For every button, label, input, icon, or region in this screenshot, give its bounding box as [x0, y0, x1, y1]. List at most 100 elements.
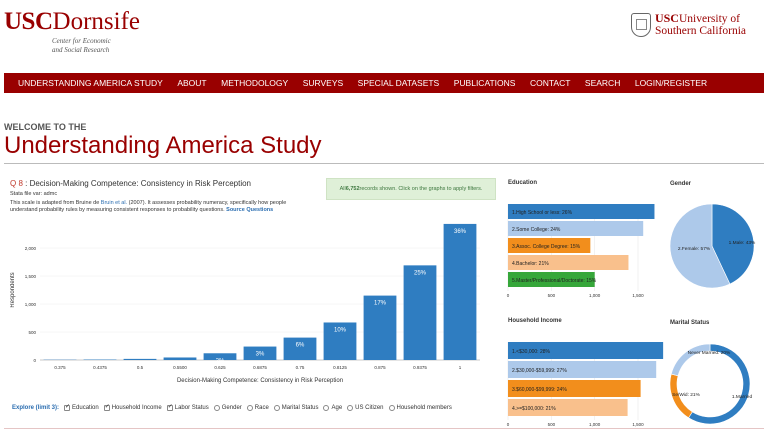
- histogram-bar[interactable]: [363, 295, 397, 360]
- logo-subtitle: Center for Economic and Social Research: [52, 37, 162, 54]
- histogram-bar[interactable]: [163, 357, 197, 360]
- bar-label: 2.Some College: 24%: [512, 227, 561, 233]
- marital-donut[interactable]: 1.Married Never Married: 20% Se/Wid: 21%: [668, 338, 758, 428]
- checkbox[interactable]: [213, 405, 220, 411]
- explore-option-household-members[interactable]: Household members: [388, 405, 452, 411]
- x-tick-label: 1,500: [632, 422, 644, 427]
- income-chart[interactable]: 0 500 1,000 1,500 1.<$30,000: 28% 2.$30,000-$…: [506, 338, 666, 438]
- x-tick-label: 1,000: [589, 422, 601, 427]
- pie-slice[interactable]: [688, 343, 751, 425]
- explore-option-us-citizen[interactable]: US Citizen: [347, 405, 384, 411]
- explore-option-labor-status[interactable]: Labor Status: [166, 403, 209, 411]
- explore-label: Explore (limit 3):: [12, 405, 60, 411]
- histogram-bar[interactable]: [203, 353, 237, 360]
- checkbox[interactable]: [323, 405, 330, 411]
- education-title: Education: [508, 180, 538, 186]
- x-tick-label: 0: [507, 293, 510, 298]
- nav-item-contact[interactable]: CONTACT: [529, 78, 571, 88]
- explore-option-gender[interactable]: Gender: [213, 405, 242, 411]
- education-chart[interactable]: 0 500 1,000 1,500 1.High School or less: 26%…: [506, 200, 666, 300]
- x-tick-label: 0: [507, 422, 510, 427]
- y-tick-label: 1,000: [25, 302, 37, 307]
- histogram-bar[interactable]: [323, 322, 357, 360]
- x-tick-label: 1: [459, 365, 462, 370]
- x-tick-label: 0.875: [374, 365, 386, 370]
- checkbox-label: Household members: [396, 405, 452, 411]
- checkbox[interactable]: [246, 405, 253, 411]
- bar-segment[interactable]: [508, 221, 644, 236]
- bar-data-label: 17%: [374, 301, 387, 307]
- checkbox[interactable]: [103, 403, 110, 411]
- checkbox-label: Education: [72, 405, 99, 411]
- usc-seal-icon: [630, 12, 651, 37]
- pie-slice[interactable]: [711, 203, 755, 285]
- nav-item-login[interactable]: LOGIN/REGISTER: [634, 78, 708, 88]
- y-tick-label: 0: [33, 358, 36, 363]
- explore-option-household-income[interactable]: Household Income: [103, 403, 162, 411]
- histogram-bar[interactable]: [283, 337, 317, 360]
- bar-data-label: 3%: [256, 352, 265, 358]
- main-histogram[interactable]: 0 500 1,000 1,500 2,000 0.375 0.4375 0.5 0.5500 2…: [10, 215, 485, 390]
- univ-of-text: University of: [678, 13, 740, 25]
- pie-label: Never Married: 20%: [688, 350, 731, 356]
- checkbox-label: Labor Status: [174, 405, 209, 411]
- alert-post: records shown. Click on the graphs to ap…: [359, 186, 483, 192]
- dornsife-logo[interactable]: USCDornsife: [4, 8, 140, 36]
- nav-item-search[interactable]: SEARCH: [584, 78, 621, 88]
- checkbox[interactable]: [388, 405, 395, 411]
- checkbox[interactable]: [347, 405, 354, 411]
- bar-segment[interactable]: [508, 204, 655, 219]
- bar-segment[interactable]: [508, 272, 595, 287]
- nav-item-surveys[interactable]: SURVEYS: [302, 78, 344, 88]
- y-tick-label: 2,000: [25, 246, 37, 251]
- histogram-bar[interactable]: [443, 223, 477, 360]
- checkbox-label: Age: [331, 405, 343, 411]
- explore-option-marital-status[interactable]: Marital Status: [273, 405, 318, 411]
- desc-part-a: This scale is adapted from Bruine de: [10, 200, 101, 206]
- histogram-bar[interactable]: [123, 358, 157, 360]
- checkbox-label: US Citizen: [355, 405, 384, 411]
- univ-line1: USCUniversity of: [655, 12, 746, 25]
- question-description: This scale is adapted from Bruine de Bru…: [10, 200, 310, 214]
- explore-option-education[interactable]: Education: [64, 403, 99, 411]
- stata-var: Stata file var: admc: [10, 191, 58, 197]
- univ-line2: Southern California: [654, 25, 746, 37]
- pie-slice[interactable]: [670, 343, 711, 377]
- nav-item-special-datasets[interactable]: SPECIAL DATASETS: [357, 78, 440, 88]
- nav-item-methodology[interactable]: METHODOLOGY: [221, 78, 289, 88]
- bar-data-label: 2%: [216, 358, 225, 364]
- bruin-link[interactable]: Bruin et al.: [100, 200, 128, 206]
- histogram-bar[interactable]: [243, 346, 277, 360]
- bar-segment[interactable]: [508, 255, 629, 270]
- nav-item-uas[interactable]: UNDERSTANDING AMERICA STUDY: [18, 78, 163, 88]
- pie-slice[interactable]: [669, 203, 731, 289]
- checkbox[interactable]: [64, 403, 70, 411]
- pie-label: 2.Female: 57%: [678, 246, 711, 252]
- bar-segment[interactable]: [508, 238, 591, 253]
- logo-dornsife-text: Dornsife: [52, 8, 140, 35]
- usc-university-logo[interactable]: USCUniversity of Southern California: [630, 12, 746, 37]
- explore-option-race[interactable]: Race: [246, 405, 269, 411]
- bar-data-label: 10%: [334, 327, 347, 333]
- nav-item-about[interactable]: ABOUT: [177, 78, 207, 88]
- checkbox[interactable]: [273, 405, 280, 411]
- bar-segment[interactable]: [508, 342, 664, 359]
- desc-part-b: (2007). It assesses probability numeracy…: [10, 200, 287, 213]
- histogram-bar[interactable]: [403, 265, 437, 360]
- explore-filters: Explore (limit 3): Education Household In…: [12, 403, 452, 411]
- x-tick-label: 0.75: [296, 365, 305, 370]
- explore-option-age[interactable]: Age: [323, 405, 342, 411]
- bar-segment[interactable]: [508, 399, 628, 416]
- source-questions-link[interactable]: Source Questions: [226, 207, 274, 213]
- page-title: Understanding America Study: [4, 132, 322, 159]
- y-tick-label: 500: [28, 330, 36, 335]
- gender-title: Gender: [670, 181, 692, 187]
- x-tick-label: 1,000: [589, 293, 601, 298]
- checkbox[interactable]: [166, 403, 173, 411]
- nav-item-publications[interactable]: PUBLICATIONS: [453, 78, 516, 88]
- pie-label: 1.Married: [732, 394, 753, 400]
- bar-segment[interactable]: [508, 361, 657, 378]
- bar-segment[interactable]: [508, 380, 641, 397]
- gender-pie[interactable]: 1.Male: 43% 2.Female: 57%: [668, 200, 758, 295]
- univ-usc-text: USC: [654, 11, 679, 25]
